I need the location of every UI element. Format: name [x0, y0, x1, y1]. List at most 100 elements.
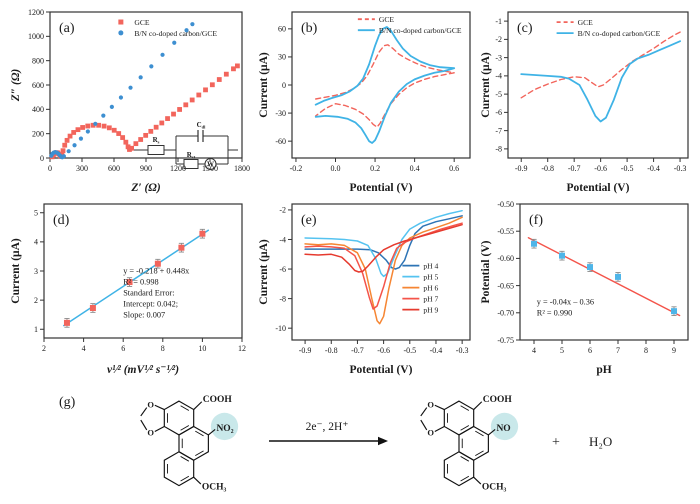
svg-text:3: 3 [34, 267, 38, 276]
svg-text:2: 2 [34, 296, 38, 305]
svg-text:0: 0 [282, 81, 286, 90]
svg-text:10: 10 [198, 344, 206, 353]
svg-text:B/N co-doped carbon/GCE: B/N co-doped carbon/GCE [134, 29, 217, 38]
svg-text:(f): (f) [529, 213, 543, 228]
svg-text:5: 5 [34, 209, 38, 218]
svg-text:(g): (g) [59, 395, 76, 410]
svg-text:Potential (V): Potential (V) [567, 182, 630, 194]
svg-text:1: 1 [34, 325, 38, 334]
svg-text:60: 60 [278, 25, 286, 34]
svg-text:(a): (a) [59, 21, 75, 36]
svg-text:-0.65: -0.65 [497, 281, 514, 290]
svg-text:R² = 0.990: R² = 0.990 [537, 309, 573, 318]
panel-b-cyclic-voltammetry-plot: -0.2 0.0 0.2 0.4 0.6 -60 -30 0 30 60 Potential (V)… [258, 11, 471, 194]
svg-text:NO: NO [496, 424, 510, 434]
svg-text:GCE: GCE [578, 18, 594, 27]
svg-text:R² = 0.998: R² = 0.998 [123, 278, 159, 287]
svg-text:-0.9: -0.9 [299, 346, 312, 355]
svg-text:NO₂: NO₂ [216, 424, 233, 434]
svg-text:pH 6: pH 6 [423, 283, 438, 292]
svg-text:4: 4 [532, 346, 536, 355]
svg-text:Slope: 0.007: Slope: 0.007 [123, 311, 165, 320]
svg-text:1800: 1800 [234, 164, 250, 173]
svg-text:400: 400 [32, 105, 44, 114]
svg-text:6: 6 [121, 344, 125, 353]
svg-text:0: 0 [48, 164, 52, 173]
svg-text:-0.9: -0.9 [515, 164, 528, 173]
svg-text:-8: -8 [279, 294, 286, 303]
svg-text:7: 7 [616, 346, 620, 355]
svg-text:4: 4 [82, 344, 86, 353]
svg-text:-0.2: -0.2 [290, 164, 303, 173]
svg-text:1200: 1200 [28, 8, 44, 17]
svg-text:-0.60: -0.60 [497, 254, 514, 263]
svg-text:-0.6: -0.6 [377, 346, 390, 355]
svg-text:-0.70: -0.70 [497, 309, 514, 318]
svg-text:O: O [147, 399, 154, 409]
svg-text:1200: 1200 [170, 164, 186, 173]
svg-text:y = -0.218 + 0.448x: y = -0.218 + 0.448x [123, 267, 190, 276]
svg-text:4: 4 [34, 238, 38, 247]
panel-e-ph-dpv-plot: -0.9 -0.8 -0.7 -0.6 -0.5 -0.4 -0.3 -10 -8 -6 -4 -2 P… [258, 203, 471, 376]
svg-text:O: O [427, 428, 434, 438]
svg-text:H₂O: H₂O [589, 434, 612, 449]
svg-text:OCH₃: OCH₃ [482, 482, 507, 492]
svg-text:pH 7: pH 7 [423, 294, 438, 303]
svg-text:300: 300 [76, 164, 88, 173]
svg-text:W: W [207, 161, 214, 169]
svg-text:8: 8 [161, 344, 165, 353]
svg-text:-7: -7 [495, 126, 502, 135]
svg-text:-8: -8 [495, 145, 502, 154]
svg-text:-4: -4 [495, 72, 502, 81]
svg-text:-1: -1 [495, 17, 502, 26]
svg-text:GCE: GCE [134, 18, 150, 27]
svg-text:+: + [552, 435, 560, 450]
svg-text:-2: -2 [495, 35, 502, 44]
svg-text:-0.6: -0.6 [594, 164, 607, 173]
svg-text:5: 5 [560, 346, 564, 355]
svg-text:-6: -6 [495, 108, 502, 117]
svg-text:-2: -2 [279, 206, 286, 215]
svg-text:-4: -4 [279, 235, 286, 244]
svg-text:900: 900 [140, 164, 152, 173]
svg-text:OCH₃: OCH₃ [202, 482, 227, 492]
svg-text:-0.4: -0.4 [647, 164, 660, 173]
svg-text:Intercept: 0.042;: Intercept: 0.042; [123, 300, 178, 309]
svg-text:Rct: Rct [187, 151, 196, 160]
svg-text:-0.8: -0.8 [325, 346, 338, 355]
svg-text:-0.5: -0.5 [403, 346, 416, 355]
svg-text:pH 9: pH 9 [423, 305, 438, 314]
svg-text:6: 6 [588, 346, 592, 355]
svg-text:(c): (c) [517, 21, 533, 36]
svg-text:0.6: 0.6 [449, 164, 459, 173]
svg-text:O: O [147, 428, 154, 438]
svg-text:Current (μA): Current (μA) [258, 52, 270, 118]
svg-text:(d): (d) [53, 213, 70, 228]
svg-text:O: O [427, 399, 434, 409]
svg-text:(b): (b) [301, 21, 318, 36]
svg-text:Z″ (Ω): Z″ (Ω) [10, 69, 22, 103]
svg-text:-0.3: -0.3 [674, 164, 687, 173]
svg-text:0: 0 [40, 154, 44, 163]
svg-text:Z′ (Ω): Z′ (Ω) [130, 182, 161, 194]
svg-text:B/N co-doped carbon/GCE: B/N co-doped carbon/GCE [379, 26, 462, 35]
svg-text:9: 9 [672, 346, 676, 355]
svg-text:0.0: 0.0 [331, 164, 341, 173]
svg-text:Cdl: Cdl [197, 121, 207, 130]
svg-text:y = -0.04x – 0.36: y = -0.04x – 0.36 [537, 298, 594, 307]
svg-text:(e): (e) [301, 213, 317, 228]
svg-text:0.2: 0.2 [370, 164, 380, 173]
svg-text:-6: -6 [279, 265, 286, 274]
svg-text:600: 600 [108, 164, 120, 173]
panel-c-dpv-comparison-plot: -0.9 -0.8 -0.7 -0.6 -0.5 -0.4 -0.3 -8 -7 -6 -5 -4 -3… [480, 11, 689, 194]
svg-text:-0.8: -0.8 [541, 164, 554, 173]
svg-text:600: 600 [32, 81, 44, 90]
svg-text:-0.3: -0.3 [456, 346, 469, 355]
svg-text:800: 800 [32, 56, 44, 65]
svg-text:Rs: Rs [153, 136, 160, 145]
svg-text:-3: -3 [495, 53, 502, 62]
svg-text:-60: -60 [275, 137, 286, 146]
svg-text:B/N co-doped carbon/GCE: B/N co-doped carbon/GCE [578, 29, 661, 38]
svg-text:-0.75: -0.75 [497, 336, 514, 345]
